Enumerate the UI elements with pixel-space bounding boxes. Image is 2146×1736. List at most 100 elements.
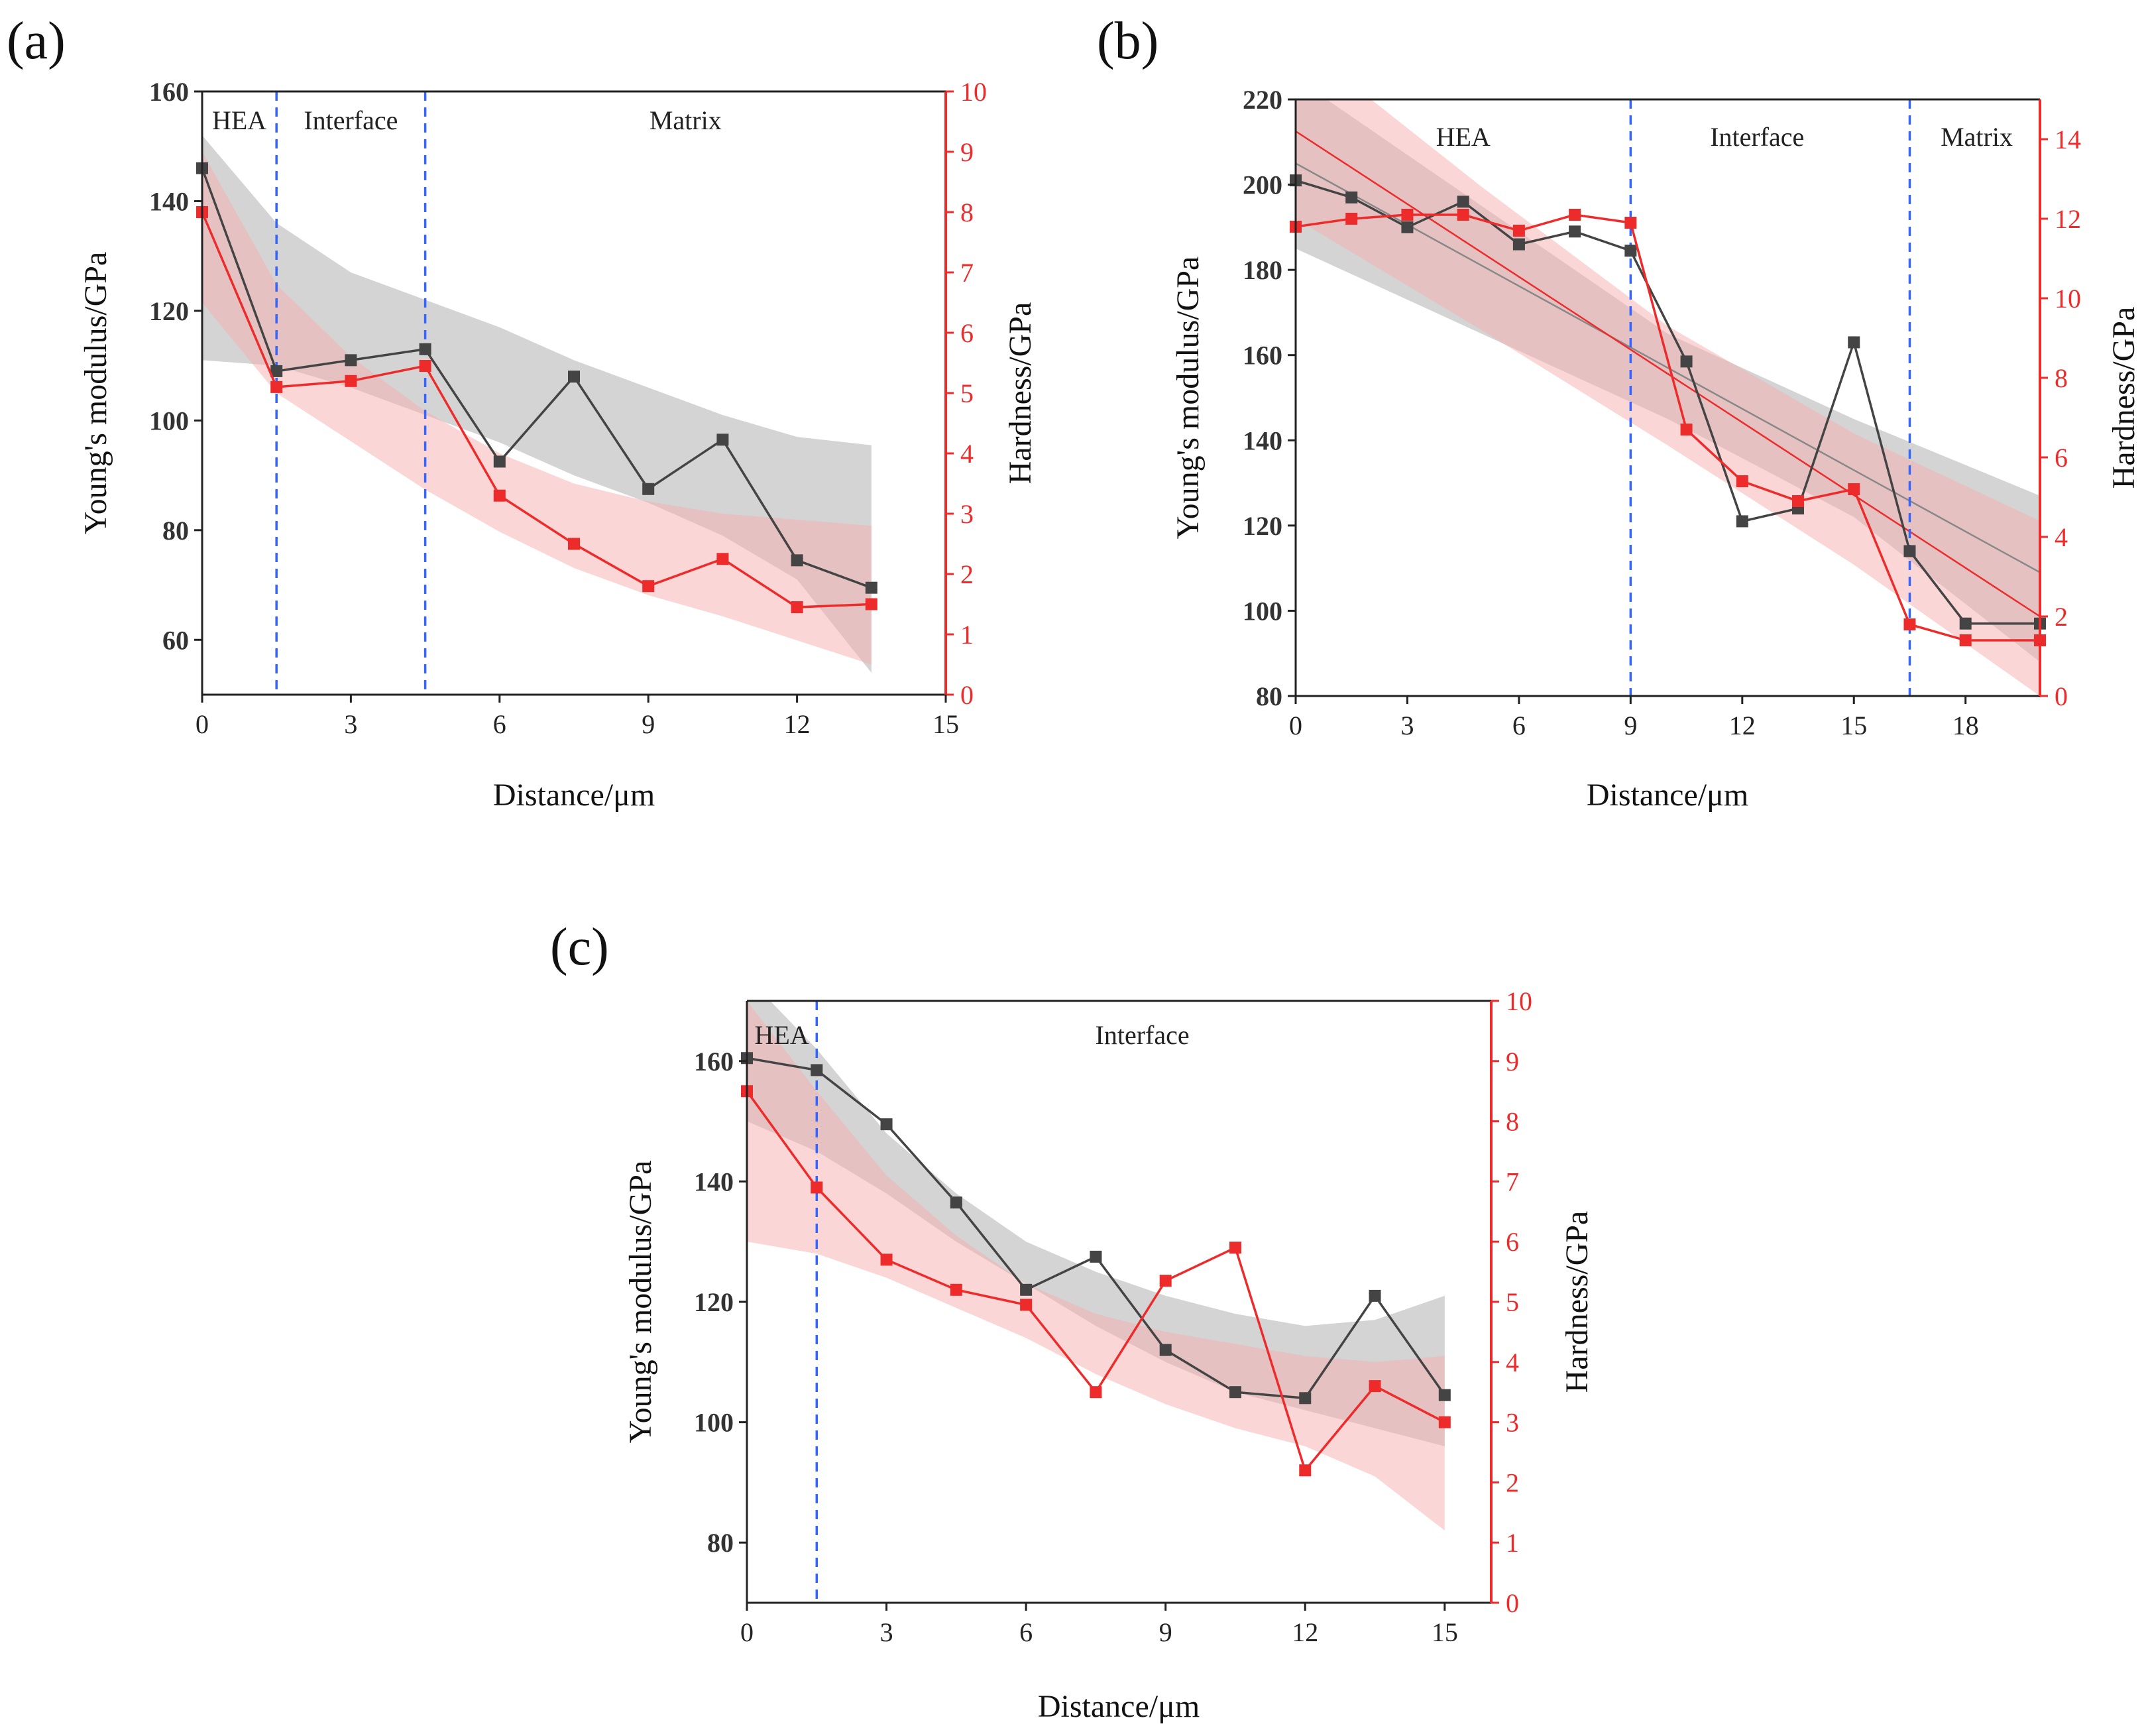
left-tick-label: 80 xyxy=(1256,681,1282,711)
left-tick-label: 140 xyxy=(1243,426,1282,455)
bottom-tick-label: 0 xyxy=(196,709,209,739)
right-tick-label: 12 xyxy=(2055,204,2081,234)
right-tick-label: 3 xyxy=(960,499,974,529)
right-tick-label: 4 xyxy=(1506,1348,1519,1377)
modulus-data-point xyxy=(1903,545,1916,557)
hardness-data-point xyxy=(1090,1386,1102,1399)
right-tick-label: 10 xyxy=(1506,986,1532,1016)
hardness-data-point xyxy=(419,360,431,373)
modulus-data-point xyxy=(880,1118,893,1131)
y-axis-title: Young's modulus/GPa xyxy=(1170,257,1206,540)
left-tick-label: 160 xyxy=(1243,341,1282,371)
panel-label: (a) xyxy=(7,12,66,70)
right-tick-label: 0 xyxy=(960,680,974,710)
hardness-data-point xyxy=(1369,1380,1381,1393)
modulus-data-point xyxy=(791,554,803,567)
bottom-tick-label: 9 xyxy=(1159,1617,1172,1647)
bottom-tick-label: 6 xyxy=(493,709,506,739)
right-tick-label: 1 xyxy=(1506,1528,1519,1558)
left-tick-label: 100 xyxy=(1243,596,1282,626)
hardness-data-point xyxy=(1159,1275,1172,1287)
modulus-data-point xyxy=(1020,1283,1033,1296)
right-tick-label: 3 xyxy=(1506,1408,1519,1438)
left-tick-label: 220 xyxy=(1243,85,1282,115)
bottom-tick-label: 9 xyxy=(642,709,655,739)
left-tick-label: 140 xyxy=(694,1167,734,1196)
hardness-data-point xyxy=(345,375,357,387)
x-axis-title: Distance/μm xyxy=(1587,778,1748,813)
hardness-data-point xyxy=(791,601,803,614)
hardness-series-line xyxy=(1295,213,2040,642)
modulus-data-point xyxy=(1736,515,1748,528)
right-tick-label: 0 xyxy=(2055,681,2068,711)
hardness-data-point xyxy=(865,598,877,610)
right-tick-label: 8 xyxy=(960,198,974,227)
hardness-data-point xyxy=(1680,424,1693,435)
modulus-data-point xyxy=(1680,355,1693,368)
bottom-tick-label: 3 xyxy=(880,1617,893,1647)
modulus-data-point xyxy=(1299,1392,1312,1405)
right-tick-label: 0 xyxy=(1506,1588,1519,1618)
bottom-tick-label: 6 xyxy=(1019,1617,1033,1647)
region-label: Interface xyxy=(1710,122,1804,152)
hardness-data-point xyxy=(811,1181,823,1194)
modulus-data-point xyxy=(1569,225,1581,238)
modulus-data-point xyxy=(811,1064,823,1076)
hardness-data-point xyxy=(1438,1416,1451,1428)
modulus-data-point xyxy=(865,581,877,594)
hardness-data-point xyxy=(1020,1299,1033,1311)
modulus-data-point xyxy=(270,365,283,377)
hardness-data-point xyxy=(950,1283,962,1296)
left-tick-label: 100 xyxy=(694,1408,734,1438)
hardness-data-point xyxy=(1569,209,1581,221)
modulus-data-point xyxy=(1345,191,1358,203)
hardness-confidence-band xyxy=(747,1001,1445,1531)
modulus-trend-line xyxy=(1296,162,2040,573)
right-tick-label: 4 xyxy=(2055,522,2068,552)
modulus-series-line xyxy=(1295,179,2040,625)
bottom-tick-label: 15 xyxy=(932,709,959,739)
modulus-data-point xyxy=(1624,245,1637,257)
hardness-trend-line xyxy=(1296,130,2040,618)
modulus-data-point xyxy=(568,371,580,383)
left-tick-label: 160 xyxy=(149,77,189,107)
left-tick-label: 100 xyxy=(149,406,189,435)
y2-axis-title: Hardness/GPa xyxy=(2106,307,2141,489)
region-label: HEA xyxy=(212,105,266,135)
hardness-data-point xyxy=(880,1253,893,1266)
modulus-data-point xyxy=(1159,1344,1172,1356)
hardness-data-point xyxy=(568,538,580,550)
x-axis-title: Distance/μm xyxy=(1038,1689,1200,1724)
bottom-tick-label: 3 xyxy=(1400,711,1414,740)
right-tick-label: 4 xyxy=(960,439,974,469)
hardness-data-point xyxy=(1299,1464,1312,1477)
region-label: Interface xyxy=(1096,1020,1190,1050)
modulus-data-point xyxy=(1457,196,1469,208)
left-tick-label: 60 xyxy=(162,625,189,655)
hardness-data-point xyxy=(642,580,655,593)
hardness-data-point xyxy=(1903,618,1916,630)
panel-label: (b) xyxy=(1097,12,1158,70)
modulus-data-point xyxy=(1959,617,1972,630)
hardness-series-line xyxy=(201,211,872,608)
right-tick-label: 8 xyxy=(1506,1107,1519,1137)
right-tick-label: 9 xyxy=(1506,1047,1519,1076)
left-tick-label: 160 xyxy=(694,1047,734,1076)
right-tick-label: 7 xyxy=(1506,1167,1519,1196)
modulus-data-point xyxy=(1229,1386,1241,1399)
bottom-tick-label: 15 xyxy=(1432,1617,1458,1647)
right-tick-label: 14 xyxy=(2055,125,2081,154)
y-axis-title: Young's modulus/GPa xyxy=(78,252,113,535)
right-tick-label: 2 xyxy=(960,559,974,589)
left-tick-label: 120 xyxy=(149,296,189,326)
region-label: HEA xyxy=(755,1020,809,1050)
modulus-data-point xyxy=(493,455,506,468)
hardness-data-point xyxy=(1512,225,1525,237)
hardness-data-point xyxy=(1959,634,1972,646)
hardness-data-point xyxy=(1229,1242,1241,1254)
modulus-data-point xyxy=(950,1196,962,1209)
left-tick-label: 200 xyxy=(1243,170,1282,200)
left-tick-label: 180 xyxy=(1243,255,1282,285)
